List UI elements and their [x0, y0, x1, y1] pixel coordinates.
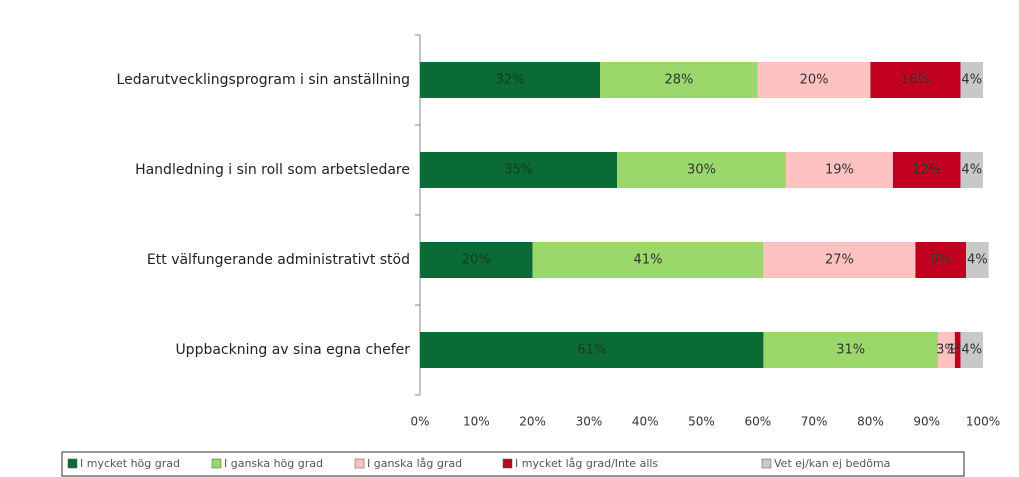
value-label: 16% — [901, 73, 930, 88]
x-tick-label: 40% — [632, 415, 659, 429]
legend-swatch — [354, 458, 365, 469]
category-label: Uppbackning av sina egna chefer — [175, 342, 410, 358]
x-tick-label: 10% — [463, 415, 490, 429]
value-label: 32% — [496, 73, 525, 88]
legend-label: Vet ej/kan ej bedöma — [774, 457, 890, 470]
legend-swatch — [761, 458, 772, 469]
value-label: 4% — [961, 73, 982, 88]
category-label: Ledarutvecklingsprogram i sin anställnin… — [117, 72, 410, 88]
bar-segment — [960, 332, 983, 368]
bar-segment — [915, 242, 967, 278]
value-label: 35% — [504, 163, 533, 178]
bar-segment — [420, 242, 533, 278]
x-tick-label: 90% — [913, 415, 940, 429]
bar-segment — [617, 152, 786, 188]
value-label: 20% — [800, 73, 829, 88]
value-label: 20% — [462, 253, 491, 268]
legend-label: I ganska låg grad — [367, 457, 462, 470]
value-label: 3% — [936, 343, 957, 358]
x-tick-label: 80% — [857, 415, 884, 429]
value-label: 30% — [687, 163, 716, 178]
bar-segment — [600, 62, 758, 98]
x-tick-label: 60% — [744, 415, 771, 429]
value-label: 9% — [930, 253, 951, 268]
bar-segment — [870, 62, 961, 98]
value-label: 31% — [836, 343, 865, 358]
x-tick-label: 70% — [801, 415, 828, 429]
bar-segment — [420, 62, 601, 98]
bar-segment — [960, 62, 983, 98]
legend-swatch — [502, 458, 513, 469]
category-label: Handledning i sin roll som arbetsledare — [135, 162, 410, 178]
bar-segment — [763, 332, 938, 368]
bar-segment — [532, 242, 764, 278]
legend-swatch — [211, 458, 222, 469]
bar-segment — [785, 152, 893, 188]
bar-segment — [757, 62, 871, 98]
x-tick-label: 0% — [410, 415, 429, 429]
legend-swatch — [67, 458, 78, 469]
bar-segment — [937, 332, 955, 368]
bar-segment — [960, 152, 983, 188]
value-label: 27% — [825, 253, 854, 268]
value-label: 61% — [577, 343, 606, 358]
category-label: Ett välfungerande administrativt stöd — [147, 252, 410, 268]
bar-segment — [763, 242, 916, 278]
value-label: 4% — [961, 163, 982, 178]
bar-segment — [420, 332, 764, 368]
value-label: 41% — [634, 253, 663, 268]
x-tick-label: 30% — [576, 415, 603, 429]
bar-segment — [966, 242, 989, 278]
x-tick-label: 20% — [519, 415, 546, 429]
x-tick-label: 100% — [966, 415, 1000, 429]
legend-label: I mycket låg grad/Inte alls — [515, 457, 658, 470]
value-label: 4% — [961, 343, 982, 358]
legend-label: I mycket hög grad — [80, 457, 180, 470]
axis-ticks — [415, 34, 420, 396]
value-label: 19% — [825, 163, 854, 178]
bar-segment — [420, 152, 618, 188]
bar-segment — [892, 152, 961, 188]
legend-label: I ganska hög grad — [224, 457, 323, 470]
value-label: 4% — [967, 253, 988, 268]
value-label: 12% — [912, 163, 941, 178]
bar-segment — [954, 332, 961, 368]
value-label: 28% — [665, 73, 694, 88]
x-tick-label: 50% — [688, 415, 715, 429]
